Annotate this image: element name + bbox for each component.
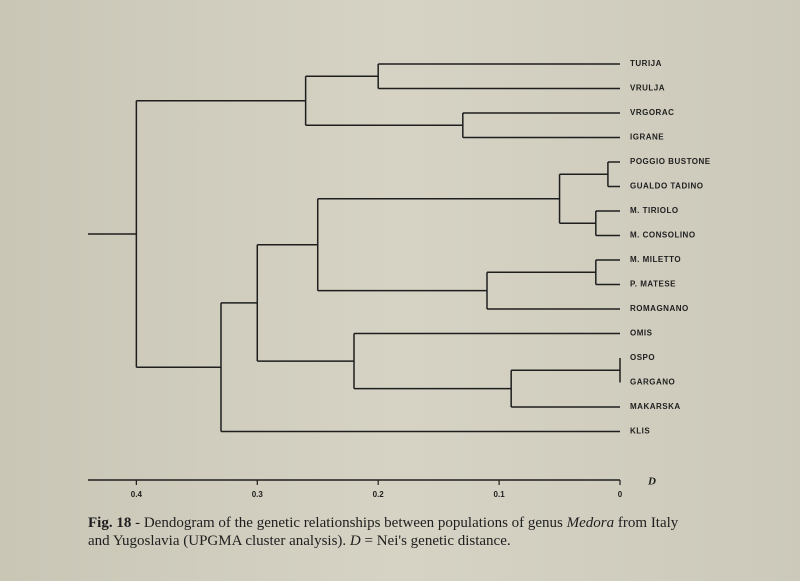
- x-tick-label: 0.2: [373, 490, 385, 499]
- leaf-label: KLIS: [630, 427, 650, 436]
- caption-label: Fig. 18: [88, 515, 132, 531]
- x-tick-label: 0: [618, 490, 623, 499]
- leaf-label: MAKARSKA: [630, 402, 681, 411]
- caption-text: = Nei's genetic distance.: [360, 533, 511, 549]
- caption-text: D: [349, 533, 361, 549]
- caption: Fig. 18 - Dendogram of the genetic relat…: [88, 514, 698, 550]
- leaf-label: OSPO: [630, 353, 655, 362]
- leaf-label: P. MATESE: [630, 280, 676, 289]
- caption-text: - Dendogram of the genetic relationships…: [131, 515, 567, 531]
- leaf-label: VRULJA: [630, 84, 665, 93]
- leaf-label: TURIJA: [630, 59, 662, 68]
- leaf-label: VRGORAC: [630, 108, 674, 117]
- leaf-label: M. MILETTO: [630, 255, 681, 264]
- x-tick-label: 0.3: [252, 490, 264, 499]
- leaf-label: IGRANE: [630, 133, 664, 142]
- x-tick-label: 0.1: [494, 490, 506, 499]
- leaf-label: M. CONSOLINO: [630, 231, 696, 240]
- caption-text: Medora: [566, 515, 615, 531]
- leaf-label: GARGANO: [630, 378, 675, 387]
- leaf-label: M. TIRIOLO: [630, 206, 679, 215]
- x-axis-label: D: [647, 476, 656, 488]
- x-tick-label: 0.4: [131, 490, 143, 499]
- leaf-label: OMIS: [630, 329, 653, 338]
- leaf-label: POGGIO BUSTONE: [630, 157, 711, 166]
- leaf-label: ROMAGNANO: [630, 304, 689, 313]
- leaf-label: GUALDO TADINO: [630, 182, 703, 191]
- caption-text: from Italy and Yugoslavia (UPGMA cluster…: [88, 515, 679, 549]
